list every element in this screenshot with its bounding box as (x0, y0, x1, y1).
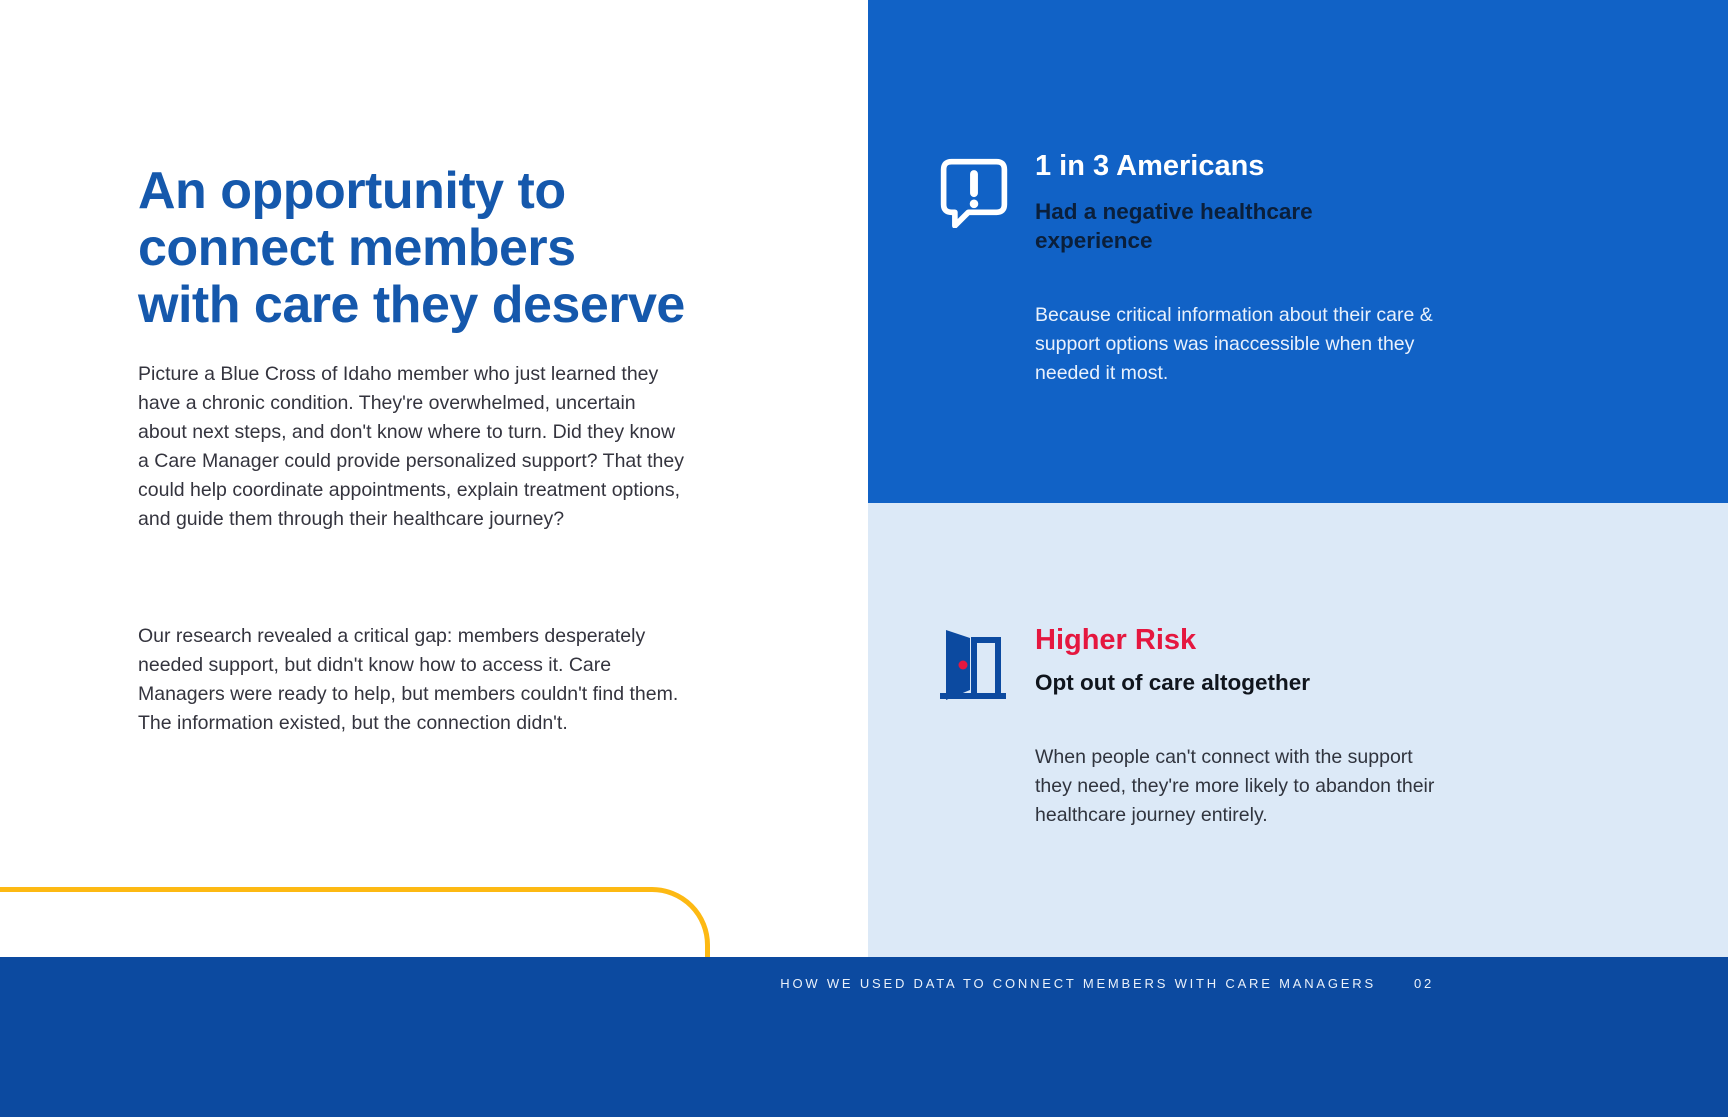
exclamation-speech-bubble-icon (938, 156, 1010, 228)
page-title-line-2: connect members (138, 218, 576, 277)
stat-card-subtitle: Had a negative healthcare experience (1035, 199, 1313, 253)
footer-page-number: 02 (1413, 976, 1434, 991)
page-title: An opportunity to connect members with c… (138, 161, 685, 334)
risk-card-title: Higher Risk (1035, 624, 1197, 656)
stat-panel-background (868, 0, 1728, 503)
page-title-line-3: with care they deserve (138, 275, 685, 334)
footer-bar: HOW WE USED DATA TO CONNECT MEMBERS WITH… (0, 957, 1728, 1117)
stat-card-title: 1 in 3 Americans (1035, 150, 1265, 182)
stat-card-body: Because critical information about their… (1035, 303, 1433, 384)
risk-card-body: When people can't connect with the suppo… (1035, 745, 1435, 826)
risk-card-subtitle: Opt out of care altogether (1035, 670, 1311, 695)
open-door-icon (938, 628, 1008, 702)
footer-title: HOW WE USED DATA TO CONNECT MEMBERS WITH… (780, 976, 1376, 991)
intro-paragraph-1: Picture a Blue Cross of Idaho member who… (138, 362, 684, 530)
page-title-line-1: An opportunity to (138, 161, 566, 220)
intro-paragraph-2: Our research revealed a critical gap: me… (138, 624, 679, 734)
